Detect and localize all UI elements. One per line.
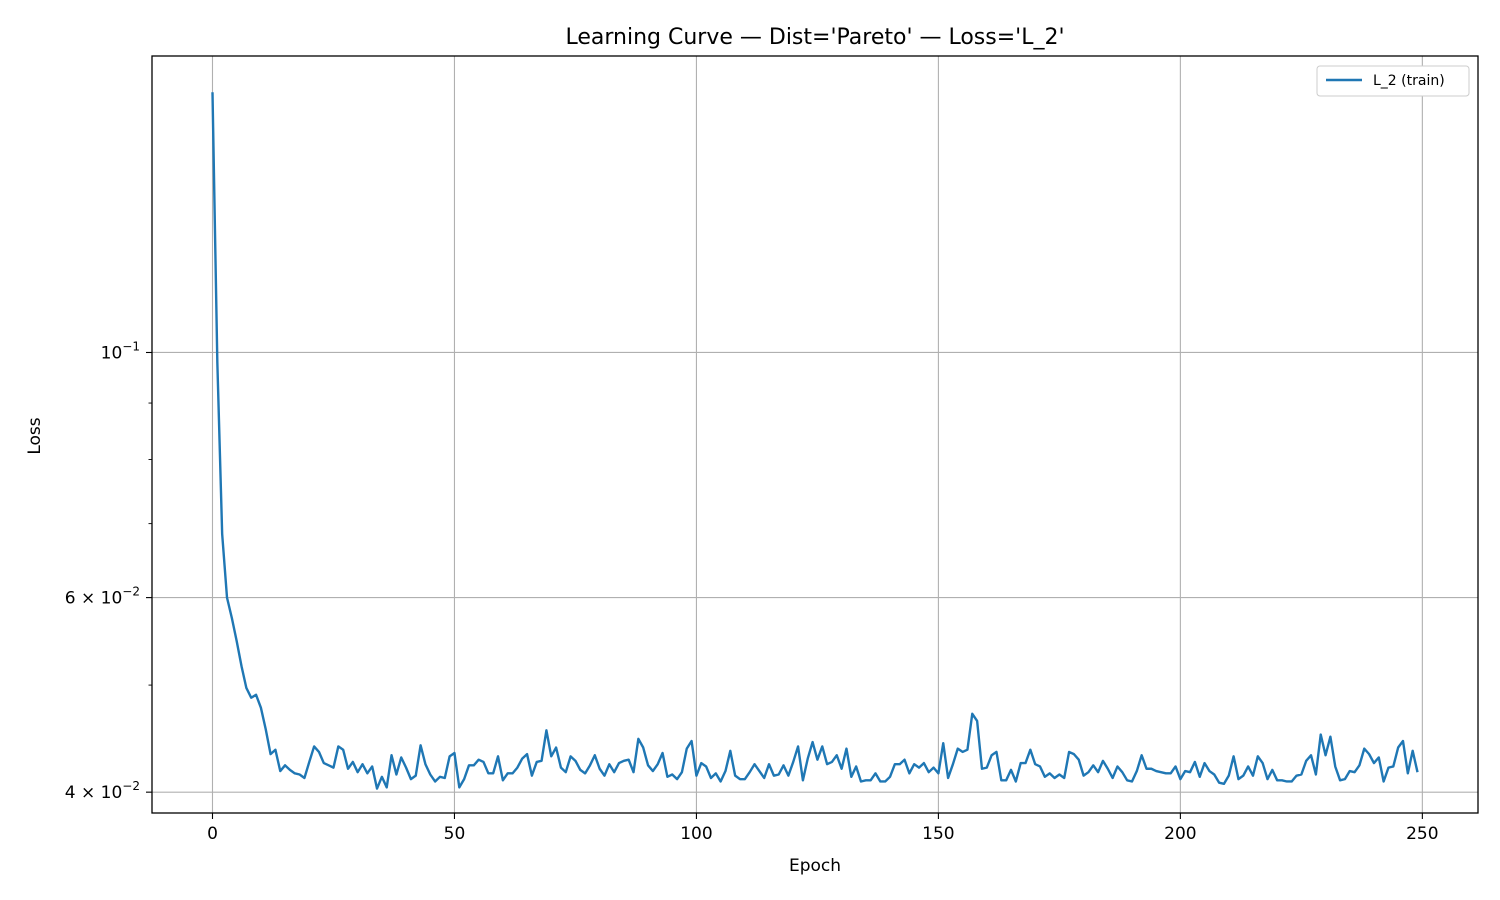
plot-area xyxy=(211,92,1419,790)
legend-entry-label: L_2 (train) xyxy=(1373,73,1445,89)
y-axis-ticks: 10−1 6 × 10−2 4 × 10−2 xyxy=(65,339,152,803)
axes-frame xyxy=(151,55,1479,814)
grid-lines xyxy=(152,56,1478,813)
x-tick-label: 200 xyxy=(1164,824,1196,844)
x-tick-label: 50 xyxy=(444,824,466,844)
series-line-train xyxy=(211,92,1419,790)
x-tick-label: 250 xyxy=(1406,824,1438,844)
y-tick-label: 10−1 xyxy=(101,339,140,363)
x-tick-label: 100 xyxy=(680,824,712,844)
chart-title: Learning Curve — Dist='Pareto' — Loss='L… xyxy=(565,25,1064,50)
y-axis-label: Loss xyxy=(25,417,45,454)
legend: L_2 (train) xyxy=(1316,65,1470,97)
x-axis-label: Epoch xyxy=(789,856,841,876)
y-tick-label: 4 × 10−2 xyxy=(65,779,140,803)
x-tick-label: 150 xyxy=(922,824,954,844)
x-tick-label: 0 xyxy=(207,824,218,844)
legend-box xyxy=(1316,65,1470,97)
y-tick-label: 6 × 10−2 xyxy=(65,585,140,609)
x-axis-ticks: 0 50 100 150 200 250 xyxy=(207,813,1439,844)
